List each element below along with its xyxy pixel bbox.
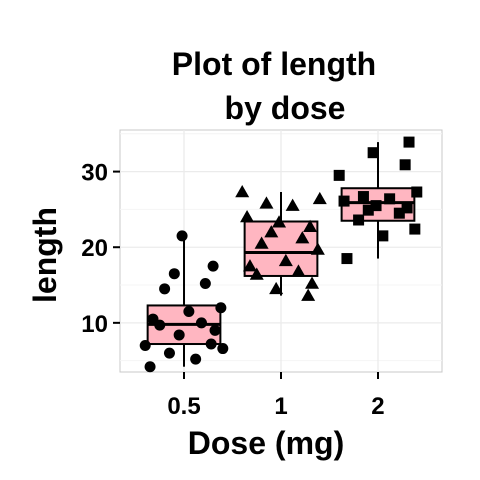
point — [264, 225, 279, 238]
point — [183, 306, 195, 317]
point — [377, 230, 389, 242]
point — [278, 253, 293, 267]
data-points — [139, 136, 423, 373]
y-axis-title: length — [27, 207, 63, 303]
point — [303, 219, 318, 233]
point — [357, 191, 369, 203]
point — [235, 185, 250, 198]
point — [305, 276, 320, 289]
y-tick-label: 30 — [81, 160, 108, 187]
points-1 — [235, 185, 327, 301]
point — [291, 264, 306, 277]
point — [173, 329, 185, 341]
x-tick-label: 2 — [371, 393, 384, 420]
point — [254, 236, 269, 249]
point — [190, 353, 202, 365]
point — [242, 259, 257, 272]
point — [168, 268, 180, 280]
point — [272, 215, 287, 228]
point — [285, 198, 300, 211]
point — [217, 343, 229, 355]
point — [199, 278, 211, 290]
chart-title-line-2: by dose — [225, 90, 346, 126]
point — [393, 207, 405, 219]
point — [240, 209, 255, 223]
x-tick-label: 0.5 — [167, 393, 200, 420]
point — [401, 202, 413, 214]
chart-title: Plot of length by dose — [172, 46, 376, 126]
point — [139, 340, 151, 352]
points-0.5 — [139, 230, 229, 373]
point — [312, 191, 327, 205]
point — [159, 283, 171, 295]
point — [411, 186, 423, 198]
boxplot-1 — [243, 192, 319, 296]
point — [207, 260, 219, 272]
point — [205, 338, 217, 350]
point — [367, 147, 379, 159]
point — [209, 324, 221, 336]
points-2 — [333, 136, 423, 265]
point — [333, 169, 345, 181]
point — [370, 200, 382, 212]
point — [301, 288, 316, 301]
point — [403, 136, 415, 148]
point — [338, 195, 350, 207]
y-tick-label: 10 — [81, 311, 108, 338]
point — [384, 193, 396, 205]
point — [310, 242, 325, 255]
point — [215, 302, 227, 314]
point — [195, 317, 207, 329]
point — [362, 204, 374, 216]
chart-title-line-1: Plot of length — [172, 46, 376, 82]
point — [409, 223, 421, 235]
point — [341, 253, 353, 265]
axes: 10 20 30 0.5 1 2 — [81, 160, 384, 420]
x-tick-label: 1 — [274, 393, 287, 420]
x-axis-title: Dose (mg) — [188, 425, 344, 461]
point — [353, 214, 365, 226]
point — [176, 230, 188, 242]
point — [249, 267, 264, 280]
point — [259, 196, 274, 209]
point — [144, 361, 156, 373]
point — [163, 347, 175, 359]
point — [295, 231, 310, 244]
point — [269, 281, 284, 295]
y-tick-label: 20 — [81, 235, 108, 262]
point — [147, 313, 159, 325]
point — [399, 159, 411, 171]
